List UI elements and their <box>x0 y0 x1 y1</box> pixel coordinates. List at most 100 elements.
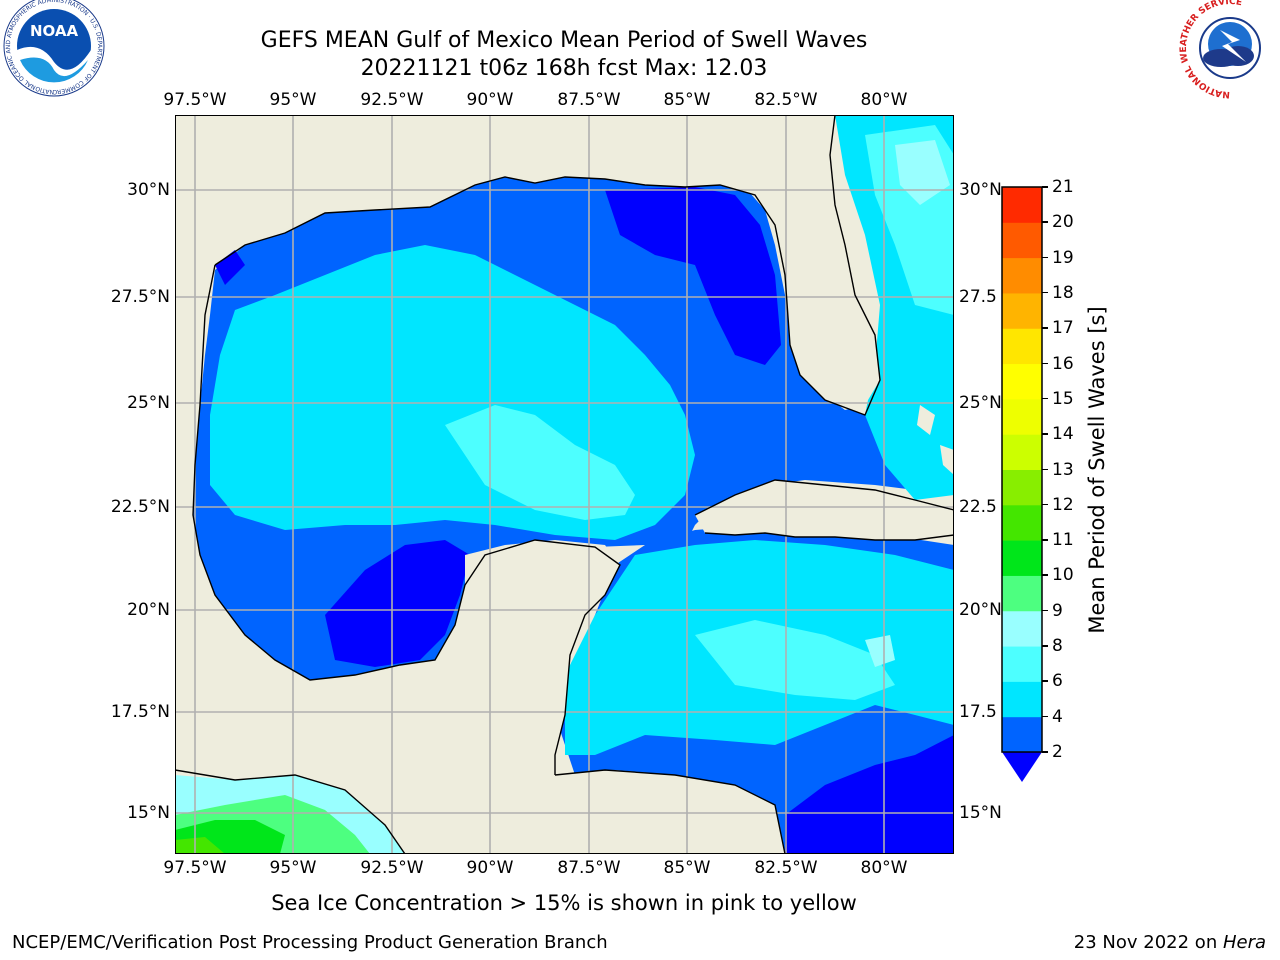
colorbar-tick-label: 11 <box>1052 530 1074 551</box>
colorbar-segment <box>1002 575 1042 612</box>
colorbar-segment <box>1002 363 1042 400</box>
lon-label: 82.5°W <box>754 858 818 878</box>
colorbar-tick-label: 18 <box>1052 282 1074 303</box>
lon-label: 80°W <box>860 858 908 878</box>
colorbar-tick-label: 10 <box>1052 565 1074 586</box>
colorbar-segment <box>1002 187 1042 223</box>
colorbar-tick-mark <box>1042 256 1048 259</box>
lat-label: 17.5°N <box>110 702 170 722</box>
lat-label: 30°N <box>127 180 170 200</box>
colorbar-tick-label: 16 <box>1052 353 1074 374</box>
colorbar-segment <box>1002 681 1042 718</box>
lat-label: 27.5 <box>959 287 997 307</box>
low-period-campeche <box>325 540 470 667</box>
higher-period-caribbean <box>695 620 895 700</box>
higher-period-central <box>445 405 635 520</box>
lon-label: 92.5°W <box>360 858 424 878</box>
colorbar <box>1001 186 1043 782</box>
colorbar-tick-label: 20 <box>1052 212 1074 233</box>
low-period-ne-gulf <box>605 187 781 365</box>
noaa-logo-text: NOAA <box>30 22 79 40</box>
pacific-green-11-12 <box>175 837 225 854</box>
colorbar-tick-label: 14 <box>1052 424 1074 445</box>
lon-label: 90°W <box>466 90 514 110</box>
colorbar-tick-mark <box>1042 327 1048 329</box>
lon-label: 97.5°W <box>163 90 227 110</box>
colorbar-segment <box>1002 540 1042 576</box>
colorbar-tick-mark <box>1042 680 1048 682</box>
colorbar-tick-mark <box>1042 715 1048 718</box>
colorbar-segment <box>1002 504 1042 541</box>
lon-label: 92.5°W <box>360 90 424 110</box>
colorbar-tick-mark <box>1042 221 1048 223</box>
colorbar-tick-mark <box>1042 503 1048 506</box>
colorbar-tick-label: 4 <box>1052 706 1063 727</box>
lon-label: 87.5°W <box>557 858 621 878</box>
colorbar-tick-label: 13 <box>1052 459 1074 480</box>
colorbar-segment <box>1002 398 1042 435</box>
colorbar-tick-label: 17 <box>1052 318 1074 339</box>
colorbar-segment <box>1002 434 1042 470</box>
colorbar-tick-label: 9 <box>1052 600 1063 621</box>
colorbar-segment <box>1002 222 1042 259</box>
colorbar-segment <box>1002 257 1042 294</box>
colorbar-segment <box>1002 328 1042 365</box>
chart-title: GEFS MEAN Gulf of Mexico Mean Period of … <box>260 28 868 53</box>
sea-ice-caption: Sea Ice Concentration > 15% is shown in … <box>0 891 1128 915</box>
chart-subtitle: 20221121 t06z 168h fcst Max: 12.03 <box>360 56 768 81</box>
lat-label: 22.5°N <box>110 497 170 517</box>
cuba-land <box>695 480 954 540</box>
very-light-patch-atlantic <box>895 140 950 205</box>
colorbar-tick-label: 6 <box>1052 671 1063 692</box>
colorbar-tick-mark <box>1042 291 1048 294</box>
lat-label: 15°N <box>127 803 170 823</box>
lon-label: 87.5°W <box>557 90 621 110</box>
colorbar-label: Mean Period of Swell Waves [s] <box>1085 306 1109 634</box>
colorbar-tick-mark <box>1042 645 1048 647</box>
yucatan-land <box>375 540 620 780</box>
colorbar-tick-mark <box>1042 751 1048 753</box>
lon-label: 82.5°W <box>754 90 818 110</box>
colorbar-tick-label: 19 <box>1052 247 1074 268</box>
lon-label: 90°W <box>466 858 514 878</box>
bahamas-land <box>940 445 954 475</box>
central-america-land <box>475 770 785 854</box>
lat-label: 17.5 <box>959 702 997 722</box>
colorbar-tick-label: 8 <box>1052 636 1063 657</box>
lon-label: 80°W <box>860 90 908 110</box>
lat-label: 27.5°N <box>110 287 170 307</box>
noaa-logo: NATIONAL OCEANIC AND ATMOSPHERIC ADMINIS… <box>0 0 105 97</box>
lat-label: 20°N <box>127 600 170 620</box>
lat-label: 22.5 <box>959 497 997 517</box>
colorbar-tick-mark <box>1042 539 1048 541</box>
lat-label: 30°N <box>959 180 1002 200</box>
coastlines <box>175 115 954 854</box>
florida-land <box>735 175 880 410</box>
footer-date: 23 Nov 2022 on Hera <box>1074 932 1266 953</box>
caption-text: Sea Ice Concentration > 15% is shown in … <box>271 891 857 915</box>
colorbar-segment <box>1002 610 1042 647</box>
footer-machine: Hera <box>1222 932 1266 953</box>
colorbar-segment <box>1002 716 1042 753</box>
very-light-patch-caribbean <box>865 635 895 667</box>
colorbar-tick-mark <box>1042 468 1048 470</box>
colorbar-tick-label: 15 <box>1052 388 1074 409</box>
colorbar-under-triangle <box>1002 752 1042 782</box>
footer-date-text: 23 Nov 2022 on <box>1073 932 1223 953</box>
nws-logo: NATIONAL WEATHER SERVICE <box>1179 0 1278 99</box>
lon-label: 95°W <box>269 858 317 878</box>
colorbar-tick-mark <box>1042 362 1048 365</box>
colorbar-tick-mark <box>1042 186 1048 188</box>
graticule <box>175 115 954 854</box>
lat-label: 25°N <box>127 393 170 413</box>
colorbar-tick-label: 2 <box>1052 742 1063 762</box>
lon-label: 97.5°W <box>163 858 227 878</box>
colorbar-segment <box>1002 292 1042 329</box>
lon-label: 85°W <box>663 90 711 110</box>
colorbar-tick-mark <box>1042 609 1048 612</box>
low-period-se-caribbean <box>785 735 954 854</box>
colorbar-tick-label: 12 <box>1052 494 1074 515</box>
footer-credit: NCEP/EMC/Verification Post Processing Pr… <box>12 932 608 953</box>
lat-label: 25°N <box>959 393 1002 413</box>
lat-label: 15°N <box>959 803 1002 823</box>
